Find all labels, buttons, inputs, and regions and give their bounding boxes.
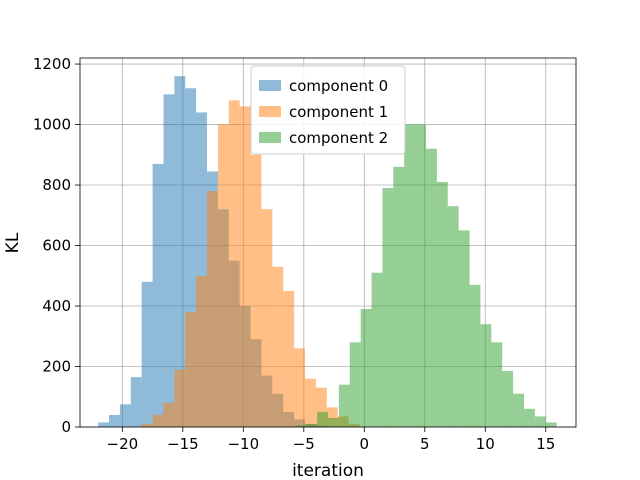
histogram-bar — [239, 106, 251, 428]
histogram-bar — [141, 281, 153, 427]
histogram-bar — [217, 124, 229, 427]
histogram-bar — [152, 163, 164, 427]
histogram-bar — [458, 230, 470, 427]
histogram-bar — [228, 100, 240, 427]
y-tick-label: 1200 — [33, 55, 71, 73]
y-tick-label: 800 — [42, 176, 71, 194]
histogram-bar — [338, 384, 350, 427]
x-tick-label: −20 — [107, 435, 139, 453]
histogram-bar — [415, 124, 426, 427]
series-1-bars — [141, 100, 360, 428]
histogram-bar — [545, 422, 557, 427]
histogram-bar — [523, 408, 535, 427]
histogram-bar — [185, 312, 197, 427]
x-tick-label: 15 — [536, 435, 555, 453]
histogram-bar — [315, 387, 327, 427]
histogram-bar — [436, 182, 448, 427]
histogram-bar — [534, 416, 546, 427]
histogram-bar — [163, 402, 175, 427]
x-axis-label: iteration — [292, 461, 364, 480]
x-tick-label: −15 — [167, 435, 199, 453]
y-tick-label: 1000 — [33, 116, 71, 134]
histogram-bar — [130, 377, 142, 427]
legend-label: component 2 — [289, 129, 388, 147]
histogram-bar — [295, 425, 307, 427]
histogram-bar — [141, 423, 153, 427]
histogram-bar — [250, 154, 262, 428]
legend-label: component 1 — [289, 103, 388, 121]
histogram-bar — [283, 290, 295, 427]
legend-label: component 0 — [289, 77, 388, 95]
histogram-bar — [163, 94, 175, 428]
histogram-bar — [513, 393, 524, 427]
x-tick-label: −5 — [293, 435, 315, 453]
histogram-bar — [480, 324, 492, 427]
histogram-bar — [207, 191, 218, 427]
histogram-bar — [174, 369, 186, 427]
x-tick-label: −10 — [227, 435, 259, 453]
x-tick-label: 5 — [420, 435, 430, 453]
legend-box — [250, 65, 406, 155]
histogram-bar — [360, 309, 372, 427]
y-tick-label: 0 — [61, 418, 71, 436]
histogram-bar — [152, 414, 164, 427]
axes-layer: −20 −15 −10 −5 0 5 10 15 0 200 400 600 800 1000 1200 — [33, 55, 577, 453]
y-axis-label: KL — [3, 232, 23, 253]
histogram-bar — [317, 411, 328, 427]
histogram-bar — [382, 188, 394, 427]
histogram-bar — [371, 272, 383, 427]
x-tick-label: 0 — [360, 435, 370, 453]
histogram-bar — [326, 407, 338, 427]
x-tick-label: 10 — [476, 435, 495, 453]
histogram-bar — [306, 423, 318, 427]
histogram-bar — [272, 266, 284, 427]
legend-swatch — [259, 106, 281, 117]
histogram-bar — [425, 148, 437, 427]
histogram-bar — [469, 284, 481, 427]
histogram-bar — [98, 422, 110, 427]
histogram-bar — [404, 124, 416, 427]
histogram-bar — [491, 342, 503, 427]
histogram-bar — [174, 76, 186, 428]
histogram-bar — [109, 414, 120, 427]
histogram-bar — [502, 371, 514, 427]
histogram-bar — [294, 348, 306, 427]
histogram-bar — [305, 378, 316, 427]
y-tick-label: 400 — [42, 297, 71, 315]
histogram-bar — [328, 417, 339, 427]
legend: component 0 component 1 component 2 — [250, 65, 406, 155]
histogram-bar — [447, 206, 459, 427]
plot-frame — [79, 57, 577, 428]
y-tick-label: 200 — [42, 358, 71, 376]
bars-layer — [98, 76, 557, 428]
histogram-bar — [196, 112, 208, 427]
y-tick-label: 600 — [42, 237, 71, 255]
histogram-bar — [349, 342, 361, 427]
histogram-bar — [196, 275, 208, 427]
histogram-bar — [393, 166, 405, 427]
histogram-bar — [261, 209, 273, 427]
legend-swatch — [259, 132, 281, 143]
histogram-bar — [185, 88, 197, 427]
histogram-bar — [119, 404, 131, 427]
series-2-bars — [295, 124, 557, 427]
legend-swatch — [259, 80, 281, 91]
